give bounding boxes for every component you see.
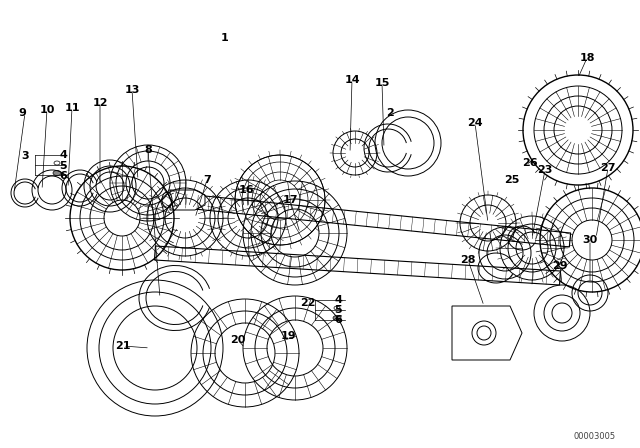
Text: 23: 23 bbox=[538, 165, 553, 175]
Text: 27: 27 bbox=[600, 163, 616, 173]
Text: 10: 10 bbox=[39, 105, 54, 115]
Text: 4: 4 bbox=[334, 295, 342, 305]
Text: 22: 22 bbox=[300, 298, 316, 308]
Text: 11: 11 bbox=[64, 103, 80, 113]
Text: 12: 12 bbox=[92, 98, 108, 108]
Text: 3: 3 bbox=[21, 151, 29, 161]
Text: 2: 2 bbox=[386, 108, 394, 118]
Text: 1: 1 bbox=[221, 33, 229, 43]
Text: 15: 15 bbox=[374, 78, 390, 88]
Ellipse shape bbox=[53, 171, 61, 176]
Text: 25: 25 bbox=[504, 175, 520, 185]
Text: 4: 4 bbox=[59, 150, 67, 160]
Text: 5: 5 bbox=[334, 305, 342, 315]
Text: 6: 6 bbox=[59, 171, 67, 181]
Text: 30: 30 bbox=[582, 235, 598, 245]
Text: 20: 20 bbox=[230, 335, 246, 345]
Polygon shape bbox=[170, 190, 205, 210]
Text: 00003005: 00003005 bbox=[574, 431, 616, 440]
Text: 29: 29 bbox=[552, 261, 568, 271]
Text: 24: 24 bbox=[467, 118, 483, 128]
Text: 18: 18 bbox=[579, 53, 595, 63]
Polygon shape bbox=[155, 246, 561, 285]
Ellipse shape bbox=[333, 315, 341, 320]
Text: 6: 6 bbox=[334, 315, 342, 325]
Text: 8: 8 bbox=[144, 145, 152, 155]
Text: 17: 17 bbox=[282, 195, 298, 205]
Text: 21: 21 bbox=[115, 341, 131, 351]
Polygon shape bbox=[452, 306, 522, 360]
Text: 16: 16 bbox=[239, 185, 255, 195]
Text: 19: 19 bbox=[280, 331, 296, 341]
Text: 28: 28 bbox=[460, 255, 476, 265]
Text: 13: 13 bbox=[124, 85, 140, 95]
Text: 14: 14 bbox=[344, 75, 360, 85]
Ellipse shape bbox=[162, 192, 172, 208]
Text: 7: 7 bbox=[203, 175, 211, 185]
Polygon shape bbox=[174, 193, 571, 247]
Text: 26: 26 bbox=[522, 158, 538, 168]
Text: 9: 9 bbox=[18, 108, 26, 118]
Text: 5: 5 bbox=[59, 161, 67, 171]
